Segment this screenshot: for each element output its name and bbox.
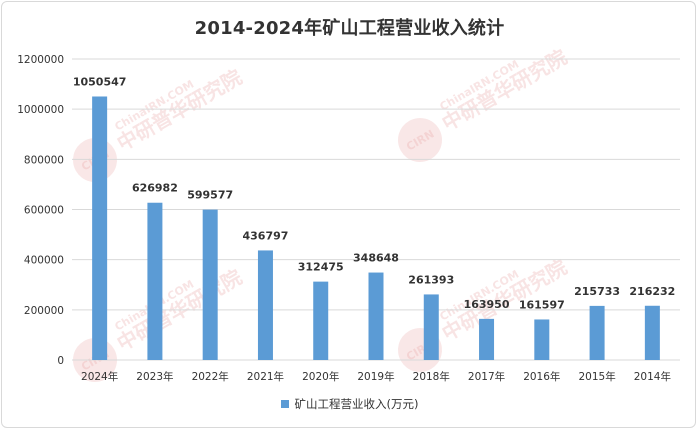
bar (92, 96, 108, 360)
data-label: 599577 (187, 189, 233, 202)
data-label: 312475 (298, 261, 344, 274)
x-tick-label: 2018年 (413, 370, 450, 383)
data-label: 161597 (519, 298, 565, 311)
bar (479, 318, 495, 360)
bar (202, 209, 218, 360)
x-tick-label: 2023年 (136, 370, 173, 383)
data-label: 436797 (242, 229, 288, 242)
data-label: 626982 (132, 182, 178, 195)
data-label: 348648 (353, 252, 399, 265)
x-tick-label: 2016年 (523, 370, 560, 383)
x-tick-label: 2014年 (634, 370, 671, 383)
bar (423, 294, 439, 360)
data-label: 215733 (574, 285, 620, 298)
y-tick-label: 400000 (24, 255, 64, 267)
x-tick-label: 2024年 (81, 370, 118, 383)
bar (257, 250, 273, 360)
x-tick-label: 2015年 (578, 370, 615, 383)
bar (644, 305, 660, 360)
watermark-logo (398, 118, 442, 162)
y-tick-label: 0 (57, 355, 64, 367)
x-tick-label: 2021年 (247, 370, 284, 383)
x-axis: 2024年 2023年 2022年 2021年 2020年 2019年 2018年 2017年… (81, 370, 671, 383)
legend: 矿山工程营业收入(万元) (0, 396, 699, 412)
data-label: 163950 (464, 298, 510, 311)
y-tick-label: 800000 (24, 154, 64, 166)
legend-label: 矿山工程营业收入(万元) (294, 397, 419, 411)
y-axis: 0 200000 400000 600000 800000 1000000 1200000 (17, 54, 64, 367)
data-label: 216232 (629, 285, 675, 298)
y-tick-label: 1000000 (17, 104, 64, 116)
x-tick-label: 2020年 (302, 370, 339, 383)
bar (534, 319, 550, 360)
data-label: 1050547 (73, 75, 127, 88)
chart-title: 2014-2024年矿山工程营业收入统计 (194, 18, 505, 39)
bar (368, 272, 384, 360)
x-tick-label: 2022年 (192, 370, 229, 383)
data-label: 261393 (408, 273, 454, 286)
legend-swatch (280, 400, 289, 408)
y-tick-label: 200000 (24, 305, 64, 317)
bars (92, 96, 660, 360)
y-tick-label: 600000 (24, 205, 64, 217)
data-labels: 1050547 626982 599577 436797 312475 348648 261… (73, 75, 675, 311)
bar (147, 202, 163, 360)
bar (313, 281, 329, 360)
bar (589, 305, 605, 360)
x-tick-label: 2017年 (468, 370, 505, 383)
x-tick-label: 2019年 (357, 370, 394, 383)
y-tick-label: 1200000 (17, 54, 64, 66)
